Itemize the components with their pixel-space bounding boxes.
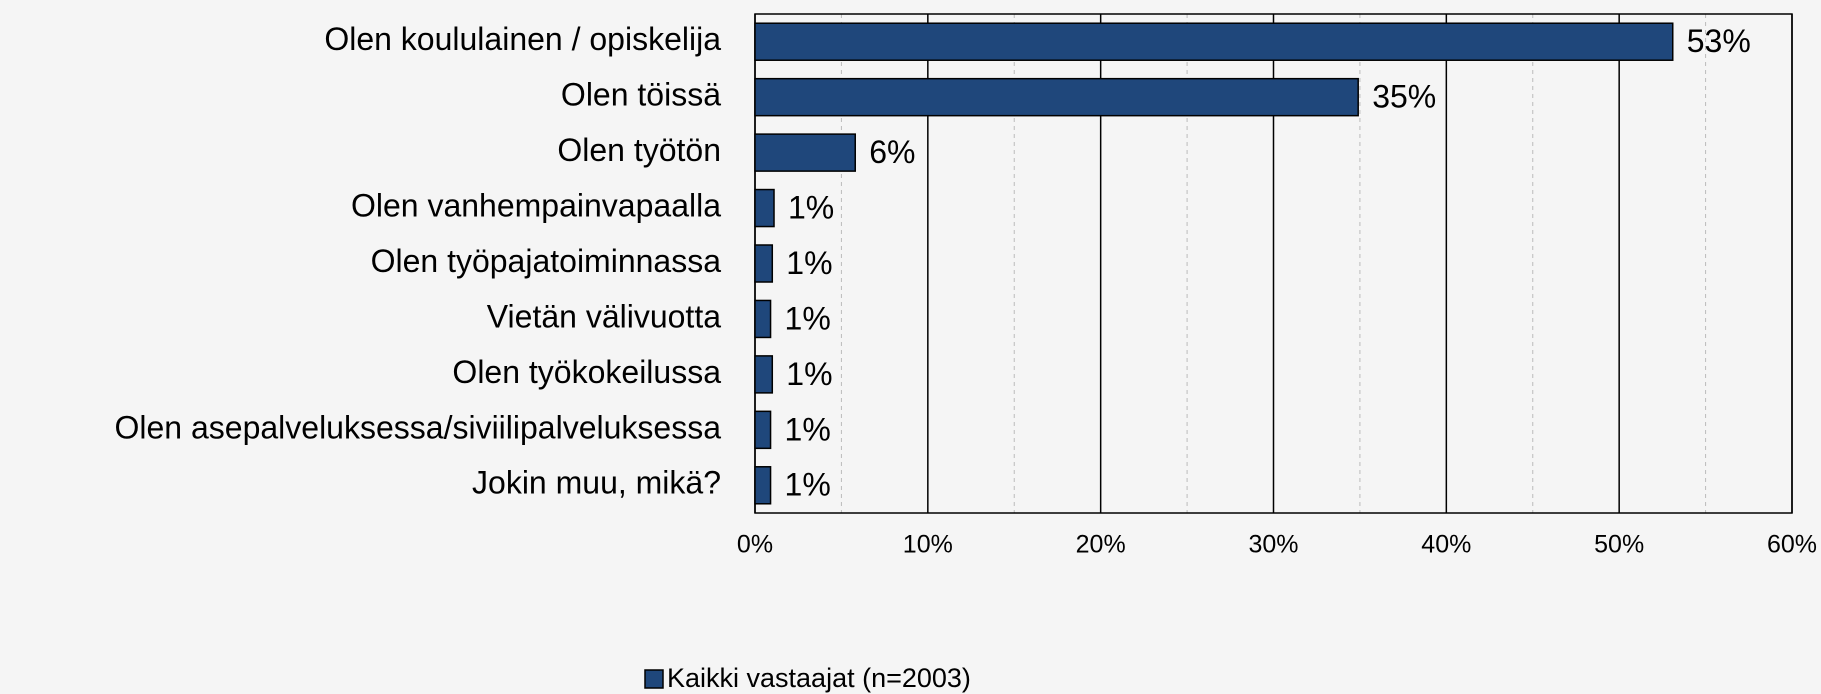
bar xyxy=(754,244,774,283)
category-label: Olen töissä xyxy=(561,77,721,113)
bar xyxy=(754,77,1359,117)
bar xyxy=(754,133,856,172)
value-label: 1% xyxy=(785,411,831,447)
bar xyxy=(754,188,775,228)
category-label: Olen työtön xyxy=(557,132,721,168)
bar xyxy=(754,466,772,505)
x-tick-label: 20% xyxy=(1076,531,1126,559)
bar xyxy=(754,299,772,339)
bar xyxy=(754,410,772,450)
value-label: 53% xyxy=(1687,23,1751,59)
x-tick-label: 60% xyxy=(1767,531,1817,559)
category-label: Olen vanhempainvapaalla xyxy=(351,188,721,224)
value-label: 1% xyxy=(785,300,831,336)
category-label: Jokin muu, mikä? xyxy=(472,465,721,501)
value-label: 1% xyxy=(786,245,832,281)
value-label: 6% xyxy=(869,134,915,170)
bar xyxy=(754,355,774,394)
bar xyxy=(754,22,1674,61)
x-tick-label: 40% xyxy=(1421,531,1471,559)
x-tick-label: 10% xyxy=(903,531,953,559)
x-tick-label: 30% xyxy=(1248,531,1298,559)
category-label: Olen työpajatoiminnassa xyxy=(371,243,722,279)
legend-label: Kaikki vastaajat (n=2003) xyxy=(667,663,971,693)
category-label: Olen työkokeilussa xyxy=(452,354,721,390)
category-label: Olen asepalveluksessa/siviilipalvelukses… xyxy=(114,409,721,445)
category-label: Olen koululainen / opiskelija xyxy=(324,21,721,57)
legend-swatch xyxy=(644,669,664,689)
value-label: 1% xyxy=(788,190,834,226)
x-tick-label: 0% xyxy=(737,531,773,559)
value-label: 1% xyxy=(785,467,831,503)
category-label: Vietän välivuotta xyxy=(487,298,721,334)
value-label: 1% xyxy=(786,356,832,392)
value-label: 35% xyxy=(1372,79,1436,115)
x-tick-label: 50% xyxy=(1594,531,1644,559)
